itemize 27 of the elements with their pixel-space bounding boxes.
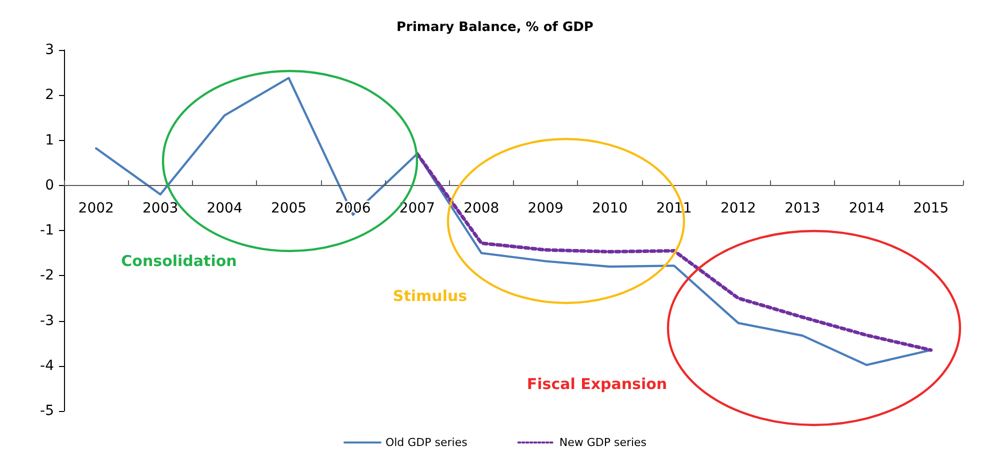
x-tick-label: 2012: [720, 200, 756, 216]
x-tick-label: 2004: [206, 200, 242, 216]
y-tick-label: 2: [45, 87, 54, 104]
x-tick-label: 2003: [142, 200, 178, 216]
x-tick-label: 2013: [784, 200, 820, 216]
x-tick-label: 2007: [399, 200, 435, 216]
y-tick-label: -5: [40, 403, 54, 419]
legend-label: New GDP series: [559, 436, 647, 449]
x-tick-label: 2015: [913, 200, 949, 216]
x-tick-label: 2010: [592, 200, 628, 216]
annotation: Stimulus: [392, 287, 468, 305]
annotation: Fiscal Expansion: [526, 375, 668, 393]
y-tick-label: -1: [40, 222, 54, 238]
y-tick-label: 3: [45, 42, 54, 58]
x-tick-label: 2014: [848, 200, 885, 216]
x-tick-label: 2009: [528, 200, 564, 216]
y-tick-label: 0: [45, 177, 54, 194]
y-tick-label: -4: [40, 358, 54, 374]
chart-title: Primary Balance, % of GDP: [396, 20, 594, 35]
y-tick-label: -3: [40, 312, 54, 329]
y-tick-label: 1: [45, 132, 54, 148]
annotation: Consolidation: [121, 252, 237, 270]
y-tick-label: -2: [40, 268, 54, 284]
x-tick-label: 2005: [270, 200, 307, 216]
legend-label: Old GDP series: [385, 436, 468, 449]
x-tick-label: 2002: [78, 200, 114, 216]
x-tick-label: 2008: [464, 200, 500, 216]
